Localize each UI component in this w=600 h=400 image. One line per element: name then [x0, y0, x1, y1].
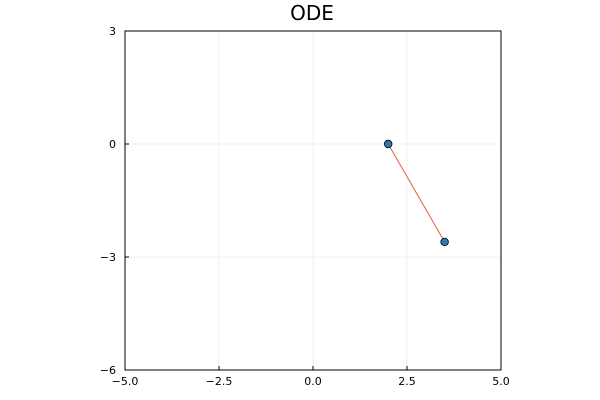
x-tick-label: 0.0: [304, 375, 322, 388]
x-tick-label: 2.5: [398, 375, 416, 388]
y-tick-label: −6: [100, 364, 116, 377]
grid: [124, 30, 502, 371]
y-tick-label: 3: [109, 25, 116, 38]
x-tick-label: −2.5: [206, 375, 233, 388]
y-axis: −6 −3 0 3: [100, 25, 129, 377]
x-axis: −5.0 −2.5 0.0 2.5 5.0: [112, 366, 510, 388]
x-tick-label: 5.0: [492, 375, 510, 388]
data-point: [384, 139, 393, 149]
y-tick-label: 0: [109, 138, 116, 151]
data-point: [440, 237, 449, 247]
series-line: [387, 143, 446, 243]
y-tick-label: −3: [100, 251, 116, 264]
chart-title: ODE: [290, 1, 334, 25]
series: [384, 139, 449, 247]
x-tick-label: −5.0: [112, 375, 139, 388]
